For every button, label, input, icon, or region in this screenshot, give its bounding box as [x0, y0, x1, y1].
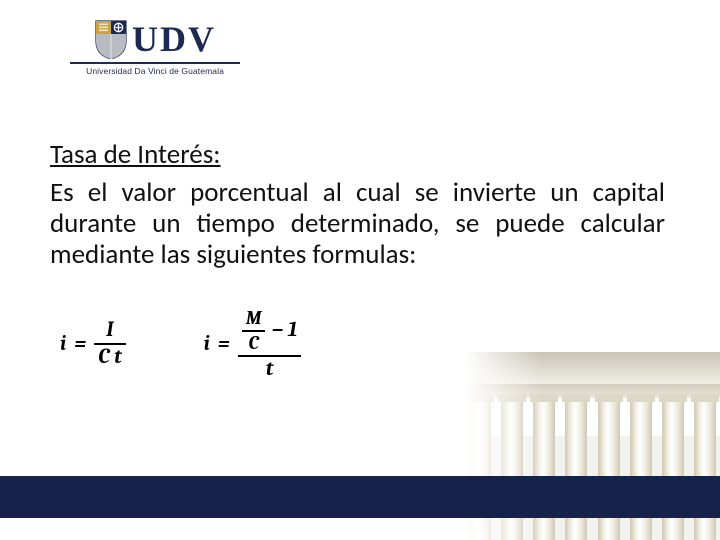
logo-block: UDV Universidad Da Vinci de Guatemala — [70, 18, 240, 76]
formula-2-outer-fraction: M C − 1 t — [238, 308, 302, 381]
formula-1: i = I C t — [60, 319, 126, 369]
formula-2-minus-one: − 1 — [271, 319, 297, 342]
footer-bar — [0, 476, 720, 518]
formula-2-inner-den: C — [244, 333, 262, 354]
content-block: Tasa de Interés: Es el valor porcentual … — [50, 138, 665, 270]
formula-2-num: M C − 1 — [238, 308, 302, 354]
logo-subtitle: Universidad Da Vinci de Guatemala — [86, 66, 224, 76]
section-heading: Tasa de Interés: — [50, 138, 665, 171]
logo-top-row: UDV — [94, 18, 216, 60]
formula-2-inner-fraction: M C — [242, 308, 266, 354]
formula-2-inner-num: M — [242, 308, 266, 329]
section-body: Es el valor porcentual al cual se invier… — [50, 177, 665, 270]
equals-sign: = — [218, 332, 230, 356]
formula-1-den: C t — [94, 346, 125, 369]
equals-sign: = — [74, 332, 86, 356]
shield-icon — [94, 19, 128, 59]
formula-1-fraction: I C t — [94, 319, 125, 369]
formula-2-den: t — [262, 358, 277, 381]
formula-1-lhs: i — [60, 332, 66, 356]
logo-text: UDV — [132, 18, 216, 60]
formula-2-lhs: i — [204, 332, 210, 356]
logo-divider — [70, 62, 240, 64]
slide: UDV Universidad Da Vinci de Guatemala Ta… — [0, 0, 720, 540]
formulas-row: i = I C t i = M C − 1 — [60, 308, 301, 381]
formula-2: i = M C − 1 t — [204, 308, 302, 381]
formula-1-num: I — [102, 319, 117, 342]
